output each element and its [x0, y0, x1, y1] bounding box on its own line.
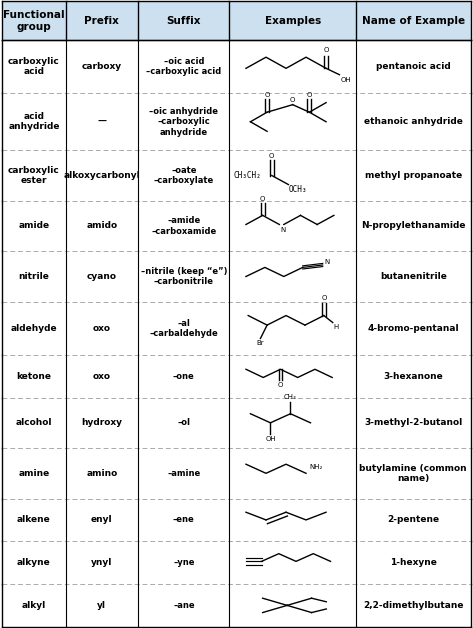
Text: –ene: –ene	[173, 516, 195, 524]
Text: alkyl: alkyl	[22, 601, 46, 610]
Text: OCH₃: OCH₃	[289, 185, 307, 194]
Text: acid
anhydride: acid anhydride	[8, 112, 60, 131]
Text: amine: amine	[18, 469, 50, 478]
Text: ynyl: ynyl	[91, 558, 113, 567]
Text: carboxy: carboxy	[82, 62, 122, 71]
Text: NH₂: NH₂	[309, 464, 323, 470]
Bar	[2, 94, 471, 150]
Bar	[2, 40, 471, 94]
Bar	[2, 541, 471, 584]
Text: 4-bromo-pentanal: 4-bromo-pentanal	[368, 324, 459, 333]
Text: CH₃: CH₃	[284, 394, 297, 401]
Text: N: N	[324, 259, 329, 265]
Text: –ane: –ane	[173, 601, 194, 610]
Bar	[2, 448, 471, 499]
Text: oxo: oxo	[93, 324, 111, 333]
Text: –amide
–carboxamide: –amide –carboxamide	[151, 216, 217, 236]
Bar	[2, 1, 471, 40]
Text: alkyne: alkyne	[17, 558, 51, 567]
Text: Br: Br	[257, 340, 264, 347]
Text: N: N	[281, 227, 286, 233]
Bar	[2, 201, 471, 251]
Text: 3-hexanone: 3-hexanone	[384, 372, 443, 381]
Text: O: O	[260, 196, 265, 202]
Text: butanenitrile: butanenitrile	[380, 272, 447, 281]
Text: amido: amido	[86, 222, 117, 230]
Text: aldehyde: aldehyde	[11, 324, 57, 333]
Text: cyano: cyano	[87, 272, 117, 281]
Text: –al
–carbaldehyde: –al –carbaldehyde	[149, 318, 218, 338]
Text: butylamine (common
name): butylamine (common name)	[359, 463, 467, 483]
Text: O: O	[278, 382, 283, 387]
Text: amino: amino	[86, 469, 117, 478]
Bar	[2, 584, 471, 627]
Text: –amine: –amine	[167, 469, 201, 478]
Text: OH: OH	[265, 436, 276, 442]
Text: pentanoic acid: pentanoic acid	[376, 62, 451, 71]
Text: amide: amide	[18, 222, 50, 230]
Text: alkoxycarbonyl: alkoxycarbonyl	[63, 171, 140, 180]
Text: O: O	[290, 97, 295, 103]
Text: –oate
–carboxylate: –oate –carboxylate	[154, 166, 214, 185]
Text: nitrile: nitrile	[18, 272, 49, 281]
Text: –oic acid
–carboxylic acid: –oic acid –carboxylic acid	[146, 57, 221, 77]
Bar	[2, 251, 471, 301]
Text: OH: OH	[341, 77, 351, 84]
Text: enyl: enyl	[91, 516, 113, 524]
Text: methyl propanoate: methyl propanoate	[365, 171, 462, 180]
Text: CH₃CH₂: CH₃CH₂	[234, 171, 262, 180]
Text: –ol: –ol	[177, 418, 190, 427]
Text: –oic anhydride
–carboxylic
anhydride: –oic anhydride –carboxylic anhydride	[149, 107, 219, 137]
Text: O: O	[269, 153, 274, 158]
Text: hydroxy: hydroxy	[81, 418, 123, 427]
Text: 3-methyl-2-butanol: 3-methyl-2-butanol	[364, 418, 463, 427]
Text: –one: –one	[173, 372, 195, 381]
Text: carboxylic
acid: carboxylic acid	[8, 57, 60, 77]
Text: ketone: ketone	[17, 372, 52, 381]
Bar	[2, 355, 471, 398]
Text: 2,2-dimethylbutane: 2,2-dimethylbutane	[363, 601, 464, 610]
Text: alcohol: alcohol	[16, 418, 52, 427]
Text: alkene: alkene	[17, 516, 51, 524]
Text: O: O	[264, 92, 270, 98]
Text: 2-pentene: 2-pentene	[387, 516, 439, 524]
Text: Examples: Examples	[264, 16, 321, 26]
Text: Prefix: Prefix	[85, 16, 119, 26]
Text: Suffix: Suffix	[166, 16, 201, 26]
Bar	[2, 499, 471, 541]
Text: 1-hexyne: 1-hexyne	[390, 558, 437, 567]
Text: H: H	[334, 323, 339, 330]
Text: oxo: oxo	[93, 372, 111, 381]
Bar	[2, 398, 471, 448]
Text: N-propylethanamide: N-propylethanamide	[361, 222, 465, 230]
Bar	[2, 301, 471, 355]
Text: carboxylic
ester: carboxylic ester	[8, 166, 60, 185]
Text: Name of Example: Name of Example	[362, 16, 465, 26]
Text: —: —	[97, 117, 106, 126]
Text: O: O	[324, 47, 329, 53]
Bar	[2, 150, 471, 201]
Text: O: O	[307, 92, 312, 98]
Text: –yne: –yne	[173, 558, 194, 567]
Text: –nitrile (keep “e”)
–carbonitrile: –nitrile (keep “e”) –carbonitrile	[140, 267, 227, 286]
Text: ethanoic anhydride: ethanoic anhydride	[364, 117, 463, 126]
Text: yl: yl	[97, 601, 106, 610]
Text: O: O	[321, 295, 326, 301]
Text: Functional
group: Functional group	[3, 10, 65, 31]
